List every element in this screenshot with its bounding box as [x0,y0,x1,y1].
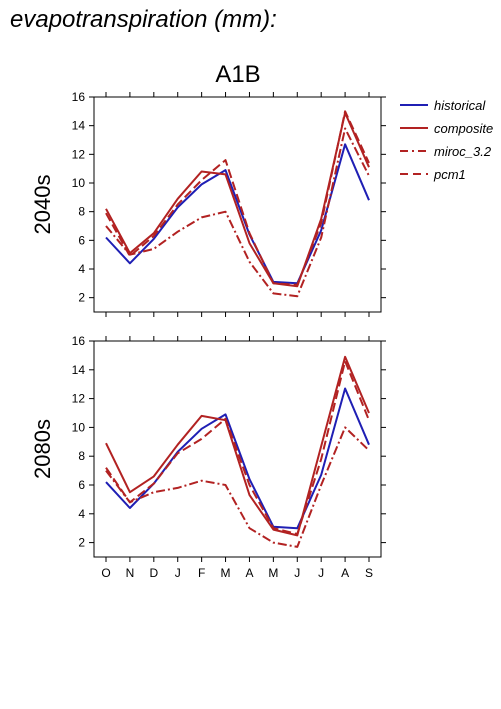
y-tick-label: 12 [72,392,86,406]
x-tick-label: J [175,566,181,580]
x-tick-label: A [245,566,253,580]
x-tick-label: M [221,566,231,580]
legend-label: composite [434,121,493,136]
x-tick-label: N [126,566,135,580]
series-line-historical [105,143,370,285]
y-tick-label: 16 [72,334,86,348]
y-tick-label: 2 [78,536,85,550]
x-tick-label: S [365,566,373,580]
x-tick-label: O [101,566,110,580]
y-tick-label: 16 [72,90,86,104]
legend-label: pcm1 [433,167,466,182]
series-line-miroc-3-2 [105,127,370,298]
page-title: evapotranspiration (mm): [10,6,277,33]
series-line-pcm1 [105,110,370,286]
y-tick-label: 10 [72,420,86,434]
x-tick-label: J [294,566,300,580]
y-tick-label: 8 [78,449,85,463]
y-tick-label: 14 [72,119,86,133]
y-tick-label: 6 [78,478,85,492]
panel-2040s: 2 4 6 8 10 12 14 16 2040s [30,90,386,317]
x-tick-label: M [268,566,278,580]
y-tick-label: 10 [72,176,86,190]
series-line-pcm1 [105,360,370,535]
x-tick-label: F [198,566,205,580]
y-tick-label: 4 [78,262,85,276]
y-axis-label: 2040s [30,175,55,235]
x-tick-label: A [341,566,349,580]
series-line-composite [105,355,370,537]
y-tick-label: 8 [78,205,85,219]
legend-label: historical [434,98,486,113]
chart-title: A1B [215,61,260,88]
x-tick-label: D [149,566,158,580]
y-axis-label: 2080s [30,419,55,479]
y-tick-label: 6 [78,233,85,247]
y-tick-label: 4 [78,507,85,521]
plot-frame [93,340,382,558]
x-tick-label: J [318,566,324,580]
plot-frame [93,96,382,313]
y-tick-label: 12 [72,147,86,161]
y-tick-label: 14 [72,363,86,377]
legend-label: miroc_3.2 [434,144,492,159]
y-tick-label: 2 [78,291,85,305]
legend: historical composite miroc_3.2 pcm1 [400,98,493,182]
